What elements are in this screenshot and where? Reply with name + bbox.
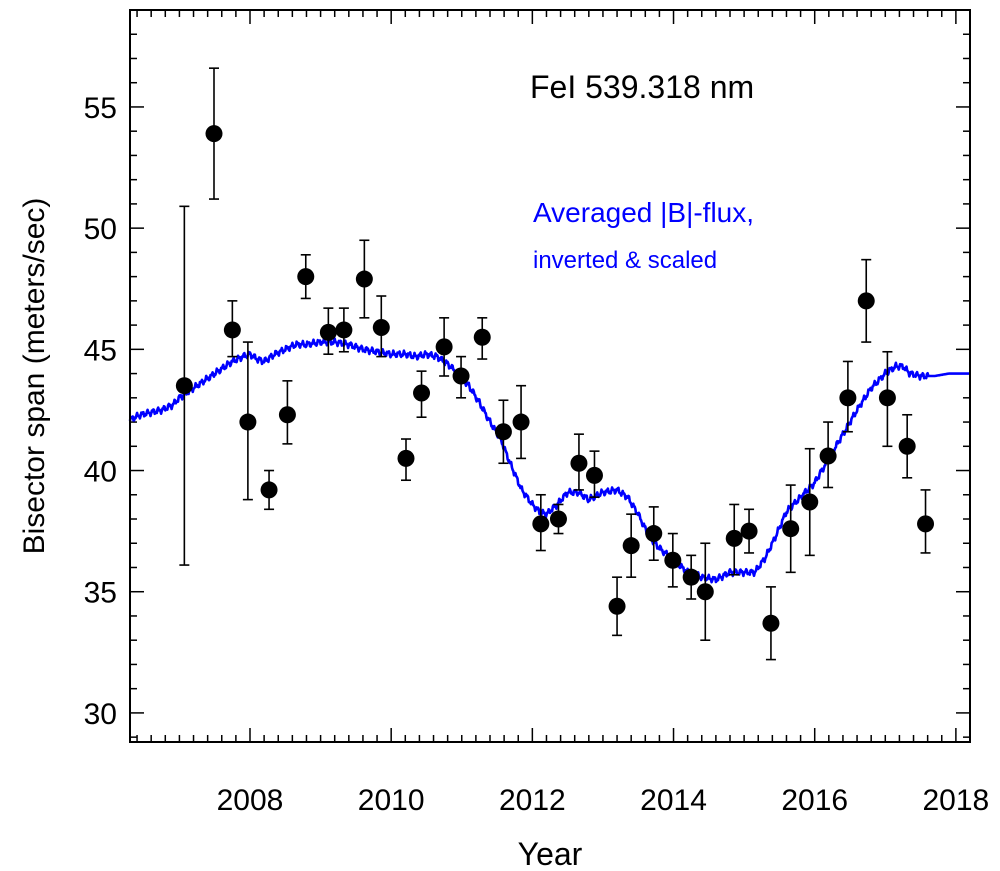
- data-point: [917, 515, 935, 533]
- data-point: [223, 321, 241, 339]
- data-point: [696, 583, 714, 601]
- x-tick-label: 2014: [640, 784, 707, 817]
- annotation-line-1: Averaged |B|-flux,: [533, 197, 754, 228]
- data-point: [297, 268, 315, 286]
- data-point: [878, 389, 896, 407]
- data-point: [762, 614, 780, 632]
- y-tick-label: 35: [84, 577, 117, 610]
- data-point: [335, 321, 353, 339]
- data-point: [435, 338, 453, 356]
- data-point: [532, 515, 550, 533]
- data-point: [473, 328, 491, 346]
- y-tick-label: 55: [84, 92, 117, 125]
- plot-frame: [129, 9, 971, 743]
- data-point: [397, 449, 415, 467]
- data-point: [452, 367, 470, 385]
- tick-labels: 2008 2010 2012 2014 2016 2018 30 35 40 45 50 55: [84, 92, 990, 817]
- data-point: [585, 466, 603, 484]
- data-points-layer: [175, 67, 935, 661]
- data-point: [725, 529, 743, 547]
- data-point: [278, 406, 296, 424]
- data-point: [801, 493, 819, 511]
- data-point: [239, 413, 257, 431]
- data-point: [319, 323, 337, 341]
- data-point: [608, 597, 626, 615]
- data-point: [260, 481, 278, 499]
- data-point: [740, 522, 758, 540]
- data-point: [839, 389, 857, 407]
- data-point: [372, 319, 390, 337]
- x-tick-label: 2018: [923, 784, 990, 817]
- axis-ticks: [130, 9, 971, 742]
- data-point: [645, 525, 663, 543]
- data-point: [622, 537, 640, 555]
- y-tick-label: 50: [84, 213, 117, 246]
- data-point: [512, 413, 530, 431]
- data-point: [570, 454, 588, 472]
- annotation-line-2: inverted & scaled: [533, 247, 717, 274]
- y-tick-label: 45: [84, 334, 117, 367]
- data-point: [682, 568, 700, 586]
- data-point: [413, 384, 431, 402]
- data-point: [175, 377, 193, 395]
- data-point: [898, 437, 916, 455]
- data-point: [664, 551, 682, 569]
- x-tick-label: 2008: [217, 784, 284, 817]
- data-point: [782, 520, 800, 538]
- x-tick-label: 2016: [781, 784, 848, 817]
- chart-title: FeI 539.318 nm: [530, 69, 754, 105]
- x-axis-label: Year: [518, 836, 583, 871]
- y-tick-label: 40: [84, 456, 117, 489]
- y-axis-label: Bisector span (meters/sec): [18, 198, 51, 555]
- data-point: [857, 292, 875, 310]
- x-tick-label: 2012: [499, 784, 566, 817]
- data-point: [494, 423, 512, 441]
- data-point: [205, 125, 223, 143]
- y-tick-label: 30: [84, 698, 117, 731]
- x-tick-label: 2010: [358, 784, 425, 817]
- data-point: [819, 447, 837, 465]
- data-point: [355, 270, 373, 288]
- data-point: [549, 510, 567, 528]
